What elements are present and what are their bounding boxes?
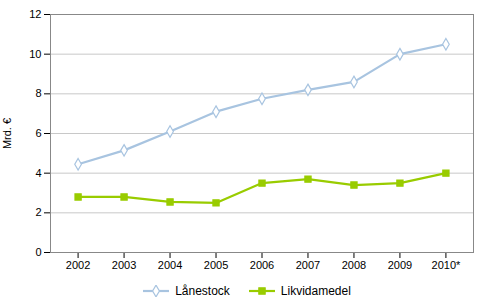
svg-text:8: 8 <box>35 87 41 99</box>
svg-text:0: 0 <box>35 246 41 258</box>
html-text:Likvidamedel: Likvidamedel <box>280 284 351 298</box>
svg-text:2010*: 2010* <box>432 259 461 271</box>
svg-text:12: 12 <box>29 8 41 20</box>
svg-text:6: 6 <box>35 127 41 139</box>
svg-text:2004: 2004 <box>158 259 182 271</box>
svg-text:2007: 2007 <box>296 259 320 271</box>
html-text:Lånestock: Lånestock <box>175 284 230 298</box>
svg-text:4: 4 <box>35 167 41 179</box>
svg-text:2: 2 <box>35 206 41 218</box>
svg-text:2006: 2006 <box>250 259 274 271</box>
svg-text:2003: 2003 <box>112 259 136 271</box>
svg-text:Mrd. €: Mrd. € <box>1 118 13 149</box>
svg-text:2002: 2002 <box>66 259 90 271</box>
svg-text:10: 10 <box>29 48 41 60</box>
svg-text:2005: 2005 <box>204 259 228 271</box>
svg-text:2009: 2009 <box>388 259 412 271</box>
svg-text:2008: 2008 <box>342 259 366 271</box>
